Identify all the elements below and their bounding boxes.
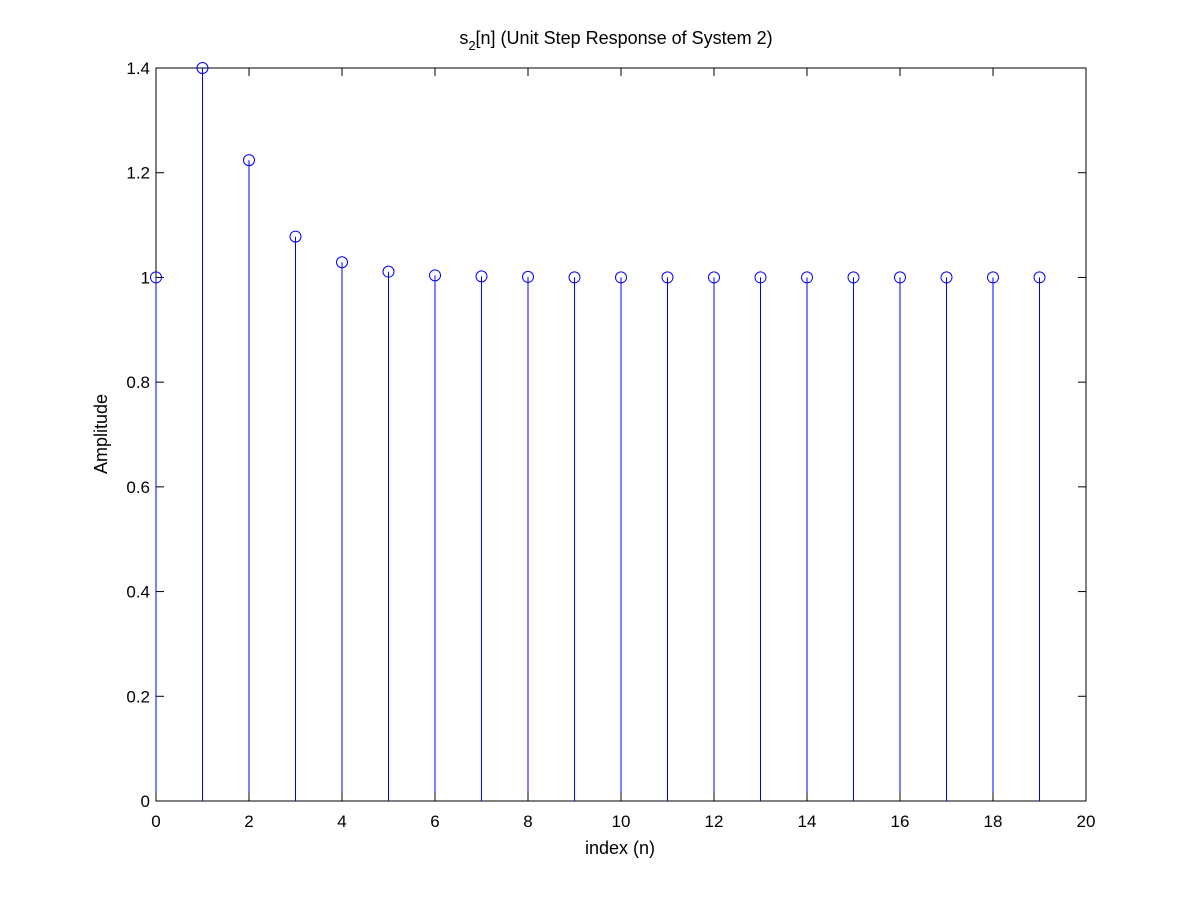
x-tick-label: 20 [1077, 812, 1096, 831]
y-tick-label: 0.2 [126, 687, 150, 706]
stem-marker [196, 62, 209, 74]
stem-marker [429, 269, 441, 282]
y-tick-label: 1.2 [126, 164, 150, 183]
y-tick-label: 0.8 [126, 373, 150, 392]
stem-marker [987, 271, 999, 284]
chart-title: s2[n] (Unit Step Response of System 2) [459, 28, 772, 53]
stem-marker [475, 270, 488, 283]
x-tick-label: 6 [430, 812, 439, 831]
stem-marker [754, 271, 767, 284]
stem-marker [940, 271, 953, 284]
x-tick-label: 2 [244, 812, 253, 831]
stem-marker [382, 265, 395, 278]
x-tick-label: 12 [705, 812, 724, 831]
y-axis-label: Amplitude [91, 394, 111, 474]
x-tick-label: 8 [523, 812, 532, 831]
y-tick-label: 1 [141, 268, 150, 287]
y-tick-label: 0.6 [126, 478, 150, 497]
stem-marker [894, 271, 906, 284]
stem-marker [243, 154, 255, 167]
stem-marker [1033, 271, 1046, 284]
x-tick-label: 16 [891, 812, 910, 831]
stem-marker [289, 230, 302, 243]
x-tick-label: 14 [798, 812, 817, 831]
title-subscript: 2 [468, 38, 475, 53]
stem-marker [615, 271, 627, 284]
y-tick-label: 0.4 [126, 583, 150, 602]
tick-labels: 0 2 4 6 8 10 12 14 16 18 20 0 0.2 0.4 0.6 0.8 1 1.2 1.4 [126, 59, 1095, 831]
x-tick-label: 10 [612, 812, 631, 831]
x-tick-label: 4 [337, 812, 346, 831]
axis-ticks [155, 67, 1087, 802]
stem-marker [708, 271, 720, 284]
x-axis-label: index (n) [585, 838, 655, 858]
stem-marker [336, 256, 348, 269]
y-tick-label: 1.4 [126, 59, 150, 78]
stem-marker [522, 270, 534, 283]
stem-marker [568, 271, 581, 284]
stem-series [150, 62, 1046, 801]
y-tick-label: 0 [141, 792, 150, 811]
title-rest: [n] (Unit Step Response of System 2) [476, 28, 773, 48]
stem-marker [847, 271, 860, 284]
x-tick-label: 0 [151, 812, 160, 831]
title-main: s [459, 28, 468, 48]
stem-marker [661, 271, 674, 284]
stem-marker [801, 271, 813, 284]
x-tick-label: 18 [984, 812, 1003, 831]
